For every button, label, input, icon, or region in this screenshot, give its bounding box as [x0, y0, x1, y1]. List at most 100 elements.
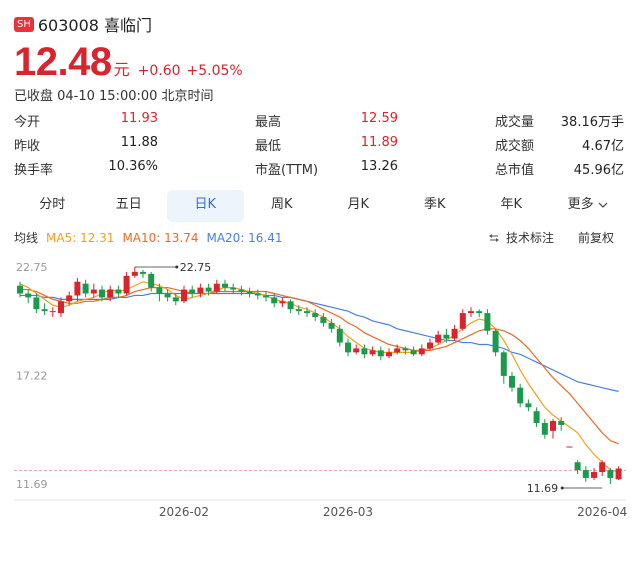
tab-label: 更多: [567, 197, 594, 212]
stat-label: 昨收: [14, 139, 41, 154]
y-tick-label: 22.75: [16, 261, 48, 274]
tab-daily-k[interactable]: 日K: [167, 190, 244, 222]
candle-body: [156, 287, 163, 294]
chart-options: 技术标注 前复权: [488, 229, 622, 246]
candle-body: [361, 348, 368, 355]
candle-body: [254, 293, 261, 296]
candle-body: [230, 287, 237, 290]
candle-body: [205, 287, 212, 292]
price-unit: 元: [113, 60, 130, 79]
candle-body: [509, 375, 515, 388]
ma5-value: MA5: 12.31: [46, 230, 115, 245]
stock-title: 603008 喜临门: [37, 16, 153, 35]
candle-body: [279, 301, 286, 304]
candle-body: [386, 352, 392, 357]
x-tick-label: 2026-04: [577, 505, 627, 519]
chevron-down-icon: [598, 202, 608, 208]
max-marker-label: 22.75: [180, 261, 212, 274]
market-status: 已收盘 04-10 15:00:00 北京时间: [14, 89, 214, 104]
candle-body: [541, 422, 548, 435]
candle-body: [607, 470, 614, 478]
x-tick-label: 2026-03: [323, 505, 373, 519]
candle-body: [615, 468, 622, 480]
candle-body: [58, 301, 64, 314]
candle-body: [394, 348, 401, 353]
current-price: 12.48: [14, 40, 112, 84]
candle-body: [533, 411, 540, 423]
candle-body: [197, 287, 204, 294]
stat-value: 11.88: [120, 135, 158, 150]
candle-body: [402, 348, 409, 351]
tab-label: 月K: [347, 197, 370, 212]
candle-body: [295, 309, 302, 312]
candle-body: [66, 295, 73, 302]
candle-body: [312, 313, 319, 318]
tab-label: 年K: [500, 197, 523, 212]
candle-body: [336, 328, 343, 343]
candle-body: [468, 311, 474, 314]
candle-body: [131, 271, 138, 276]
stat-value: 11.89: [360, 135, 398, 150]
candle-body: [517, 387, 524, 404]
min-marker-label: 11.69: [527, 482, 559, 495]
adjust-mode-button[interactable]: 前复权: [577, 231, 614, 245]
candle-body: [107, 289, 114, 298]
technical-annotation-button[interactable]: 技术标注: [505, 231, 554, 245]
tab-more[interactable]: 更多: [550, 190, 627, 222]
exchange-badge: SH: [14, 16, 34, 32]
min-marker-dot: [560, 486, 564, 490]
candle-body: [304, 311, 310, 314]
candle-body: [410, 350, 417, 355]
price-change: +0.60: [137, 63, 181, 79]
ma10-value: MA10: 13.74: [122, 230, 199, 245]
candle-body: [172, 297, 179, 302]
stat-label: 成交额: [495, 139, 535, 154]
stat-label: 换手率: [14, 163, 54, 178]
candle-body: [164, 293, 171, 298]
stat-label: 今开: [14, 115, 41, 130]
swap-icon: [488, 233, 499, 242]
candle-body: [500, 352, 507, 376]
tab-yearly-k[interactable]: 年K: [473, 190, 550, 222]
candle-body: [550, 421, 556, 431]
candle-body: [328, 322, 335, 329]
candle-body: [591, 472, 597, 478]
kline-chart[interactable]: 22.75 17.22 11.69 2026-02 2026-03 2026-04 22.7…: [0, 252, 638, 522]
candle-body: [320, 317, 327, 323]
candle-body: [123, 275, 130, 294]
candle-body: [263, 295, 269, 298]
stat-value: 13.26: [360, 159, 398, 174]
tab-monthly-k[interactable]: 月K: [320, 190, 397, 222]
candle-body: [25, 293, 32, 298]
tab-label: 周K: [270, 197, 293, 212]
ma10-line: [20, 287, 619, 445]
candle-body: [246, 291, 253, 294]
price-change-pct: +5.05%: [186, 63, 243, 79]
tab-label: 季K: [423, 197, 446, 212]
candle-body: [287, 301, 294, 310]
x-tick-label: 2026-02: [159, 505, 209, 519]
candle-body: [99, 289, 105, 298]
candle-body: [271, 297, 278, 304]
tab-intraday[interactable]: 分时: [14, 190, 91, 222]
tab-quarterly-k[interactable]: 季K: [397, 190, 474, 222]
stat-value: 11.93: [120, 111, 158, 126]
candle-body: [140, 271, 146, 274]
candle-body: [484, 313, 491, 331]
stat-label: 市盈(TTM): [255, 163, 319, 178]
tab-five-day[interactable]: 五日: [91, 190, 168, 222]
candle-body: [238, 289, 245, 292]
tab-weekly-k[interactable]: 周K: [244, 190, 321, 222]
candle-body: [377, 350, 384, 357]
candle-body: [369, 350, 376, 355]
candle-body: [74, 281, 81, 296]
candle-body: [418, 348, 425, 355]
tab-label: 分时: [39, 197, 66, 212]
candle-body: [345, 342, 351, 353]
candle-body: [451, 328, 458, 339]
stats-row: 换手率 10.36% 市盈(TTM) 13.26 总市值 45.96亿: [14, 159, 626, 183]
price-row: 12.48 元 +0.60 +5.05%: [14, 40, 249, 85]
candle-body: [181, 289, 187, 302]
candle-body: [115, 289, 122, 294]
candle-body: [558, 421, 565, 425]
